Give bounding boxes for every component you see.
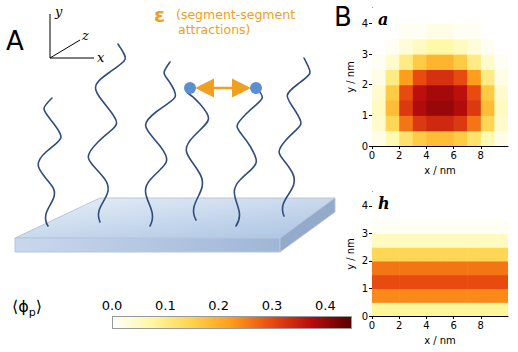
html-text:0.3: 0.3 [261, 298, 283, 313]
svg-text:0: 0 [369, 320, 375, 331]
svg-text:6: 6 [450, 150, 456, 161]
svg-text:(segment-segment: (segment-segment [176, 7, 295, 22]
svg-text:8: 8 [478, 320, 484, 331]
svg-text:0: 0 [362, 311, 368, 322]
svg-text:4: 4 [362, 18, 368, 29]
svg-text:2: 2 [396, 320, 402, 331]
html-text:0.1: 0.1 [155, 298, 176, 313]
svg-text:3: 3 [362, 49, 368, 60]
svg-text:2: 2 [396, 150, 402, 161]
svg-text:8: 8 [478, 150, 484, 161]
svg-text:y: y [54, 4, 63, 19]
svg-text:B: B [334, 2, 352, 32]
svg-text:2: 2 [362, 255, 368, 266]
svg-text:4: 4 [423, 150, 429, 161]
svg-text:4: 4 [362, 200, 368, 211]
svg-text:y / nm: y / nm [345, 61, 356, 93]
svg-text:z: z [81, 28, 89, 43]
svg-text:x: x [97, 50, 105, 65]
svg-text:h: h [378, 194, 390, 213]
svg-text:x / nm: x / nm [424, 335, 456, 346]
svg-text:1: 1 [362, 110, 368, 121]
svg-text:attractions): attractions) [178, 22, 250, 37]
svg-text:y / nm: y / nm [345, 238, 356, 270]
svg-text:2: 2 [362, 79, 368, 90]
svg-text:A: A [6, 26, 24, 56]
html-text:0.4: 0.4 [315, 298, 336, 313]
svg-text:1: 1 [362, 283, 368, 294]
html-text:⟨ϕp⟩: ⟨ϕp⟩ [12, 297, 42, 320]
html-text:0.2: 0.2 [208, 298, 229, 313]
svg-text:0: 0 [362, 141, 368, 152]
svg-text:0: 0 [369, 150, 375, 161]
svg-text:a: a [378, 10, 388, 29]
svg-text:3: 3 [362, 228, 368, 239]
svg-text:x / nm: x / nm [424, 165, 456, 176]
svg-text:4: 4 [423, 320, 429, 331]
svg-text:6: 6 [450, 320, 456, 331]
html-text:0.0: 0.0 [101, 298, 123, 313]
svg-text:ε: ε [154, 3, 165, 27]
